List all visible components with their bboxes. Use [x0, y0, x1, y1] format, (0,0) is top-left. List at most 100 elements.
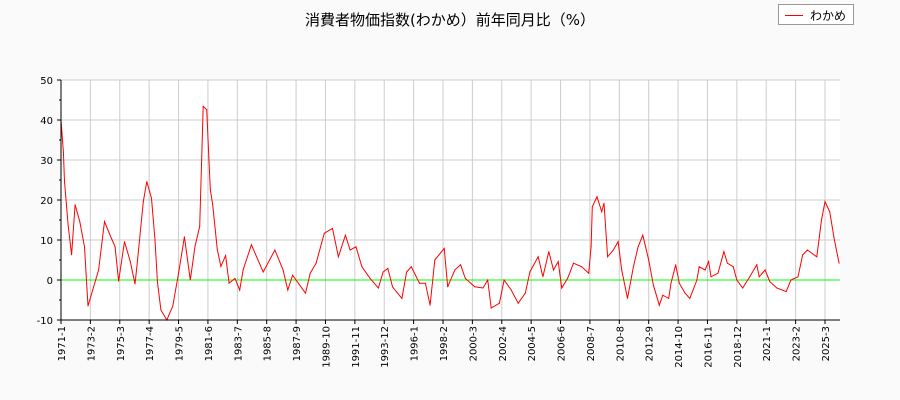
- data-point: [510, 289, 512, 291]
- data-point: [662, 294, 664, 296]
- x-tick-label: 2006-6: [557, 326, 568, 361]
- data-point: [567, 277, 569, 279]
- data-point: [129, 261, 131, 263]
- data-point: [785, 291, 787, 293]
- data-point: [678, 282, 680, 284]
- data-point: [199, 225, 201, 227]
- data-point: [802, 254, 804, 256]
- data-point: [103, 221, 105, 223]
- data-point: [387, 267, 389, 269]
- x-tick-label: 2010-8: [615, 326, 626, 361]
- data-point: [552, 269, 554, 271]
- data-point: [769, 281, 771, 283]
- data-point: [732, 266, 734, 268]
- data-point: [282, 269, 284, 271]
- x-tick-label: 2018-12: [733, 326, 744, 368]
- data-point: [118, 280, 120, 282]
- data-point: [723, 251, 725, 253]
- x-tick-label: 2016-11: [703, 326, 714, 368]
- data-point: [572, 262, 574, 264]
- data-point: [487, 279, 489, 281]
- data-point: [355, 246, 357, 248]
- y-tick-label: 50: [40, 76, 53, 87]
- data-point: [74, 204, 76, 206]
- y-tick-label: 40: [40, 116, 53, 127]
- data-point: [758, 276, 760, 278]
- data-point: [637, 246, 639, 248]
- y-tick-label: 30: [40, 156, 53, 167]
- data-point: [136, 261, 138, 263]
- data-point: [696, 279, 698, 281]
- data-point: [228, 282, 230, 284]
- data-point: [756, 264, 758, 266]
- data-point: [234, 277, 236, 279]
- data-point: [542, 276, 544, 278]
- data-point: [309, 272, 311, 274]
- x-tick-label: 2004-5: [527, 326, 538, 361]
- data-point: [529, 271, 531, 273]
- x-tick-label: 2002-4: [498, 326, 509, 361]
- x-tick-label: 2000-3: [468, 326, 479, 361]
- data-point: [447, 286, 449, 288]
- x-tick-label: 1979-5: [175, 326, 186, 361]
- data-point: [178, 273, 180, 275]
- data-point: [617, 241, 619, 243]
- data-point: [156, 281, 158, 283]
- data-point: [216, 249, 218, 251]
- data-point: [668, 297, 670, 299]
- data-point: [206, 109, 208, 111]
- data-point: [62, 151, 64, 153]
- data-point: [658, 304, 660, 306]
- data-point: [154, 239, 156, 241]
- data-point: [292, 274, 294, 276]
- data-point: [84, 246, 86, 248]
- data-point: [590, 246, 592, 248]
- data-point: [790, 279, 792, 281]
- data-point: [612, 249, 614, 251]
- data-point: [603, 202, 605, 204]
- data-point: [591, 206, 593, 208]
- data-point: [225, 255, 227, 257]
- data-point: [838, 262, 840, 264]
- data-point: [114, 246, 116, 248]
- y-tick-label: -10: [37, 316, 53, 327]
- x-tick-label: 1996-1: [410, 326, 421, 361]
- x-tick-label: 1998-2: [439, 326, 450, 361]
- data-point: [349, 249, 351, 251]
- data-point: [92, 289, 94, 291]
- data-point: [642, 234, 644, 236]
- data-point: [490, 307, 492, 309]
- data-point: [708, 261, 710, 263]
- x-tick-label: 1983-7: [233, 326, 244, 361]
- data-point: [287, 289, 289, 291]
- data-point: [142, 201, 144, 203]
- x-tick-label: 1981-6: [204, 326, 215, 361]
- data-point: [764, 269, 766, 271]
- data-point: [87, 305, 89, 307]
- data-point: [632, 266, 634, 268]
- data-point: [460, 264, 462, 266]
- data-point: [242, 269, 244, 271]
- data-point: [464, 277, 466, 279]
- data-point: [189, 279, 191, 281]
- data-point: [607, 256, 609, 258]
- data-point: [79, 221, 81, 223]
- x-tick-label: 1993-12: [380, 326, 391, 368]
- data-point: [482, 287, 484, 289]
- data-point: [67, 224, 69, 226]
- data-point: [824, 201, 826, 203]
- data-point: [71, 254, 73, 256]
- data-point: [816, 256, 818, 258]
- data-point: [503, 279, 505, 281]
- data-point: [250, 244, 252, 246]
- data-point: [315, 262, 317, 264]
- x-tick-label: 1991-11: [351, 326, 362, 368]
- x-tick-label: 1975-3: [116, 326, 127, 361]
- legend: わかめ: [778, 4, 854, 25]
- data-point: [621, 269, 623, 271]
- data-point: [134, 283, 136, 285]
- data-point: [332, 227, 334, 229]
- x-tick-label: 2025-3: [821, 326, 832, 361]
- data-point: [704, 269, 706, 271]
